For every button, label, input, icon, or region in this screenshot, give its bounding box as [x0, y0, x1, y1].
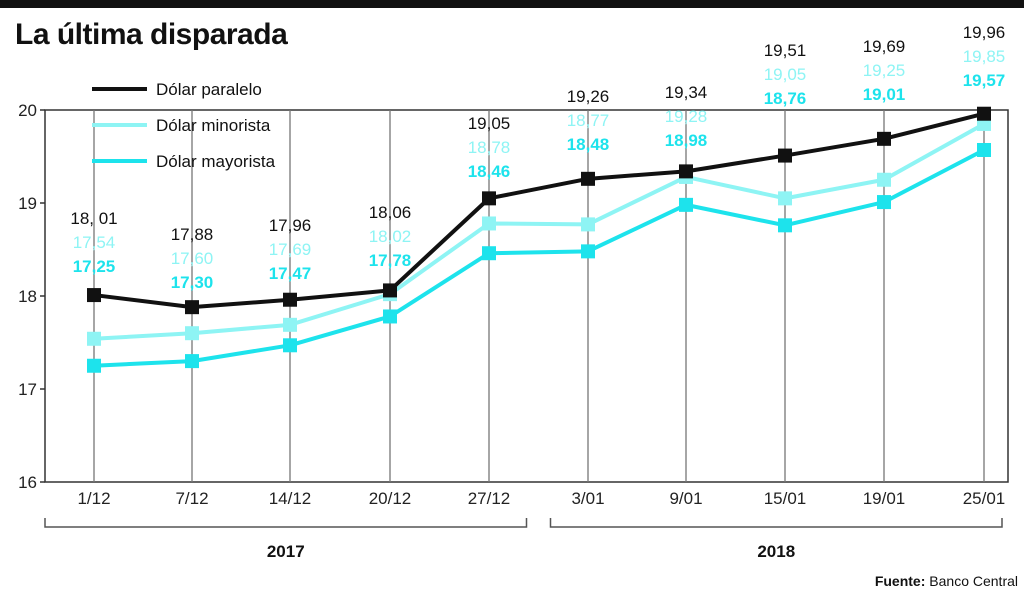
data-point-dolar-minorista: [482, 216, 496, 231]
data-point-dolar-mayorista: [679, 197, 693, 212]
data-point-dolar-minorista: [877, 172, 891, 187]
y-tick-label: 20: [18, 101, 37, 120]
y-tick-label: 17: [18, 380, 37, 399]
data-point-dolar-mayorista: [185, 354, 199, 369]
data-label-dolar-paralelo: 18,06: [369, 203, 412, 222]
data-label-dolar-mayorista: 18,98: [665, 131, 708, 150]
data-point-dolar-paralelo: [778, 148, 792, 163]
data-point-dolar-mayorista: [283, 338, 297, 353]
data-label-dolar-paralelo: 19,69: [863, 37, 906, 56]
data-point-dolar-mayorista: [482, 246, 496, 261]
x-tick-label: 7/12: [175, 489, 208, 508]
data-label-dolar-mayorista: 18,46: [468, 162, 511, 181]
data-point-dolar-mayorista: [581, 244, 595, 259]
data-label-dolar-mayorista: 17,30: [171, 273, 214, 292]
x-tick-label: 19/01: [863, 489, 906, 508]
data-label-dolar-paralelo: 19,96: [963, 23, 1006, 42]
data-point-dolar-paralelo: [581, 171, 595, 186]
data-point-dolar-paralelo: [977, 106, 991, 121]
data-label-dolar-mayorista: 18,48: [567, 135, 610, 154]
data-label-dolar-mayorista: 17,25: [73, 257, 116, 276]
series-line-dolar-mayorista: [93, 148, 985, 368]
source-text: Banco Central: [929, 573, 1018, 589]
data-label-dolar-minorista: 18,02: [369, 227, 412, 246]
x-tick-label: 25/01: [963, 489, 1006, 508]
data-point-dolar-mayorista: [877, 195, 891, 210]
year-bracket-2018: [549, 518, 1003, 528]
data-label-dolar-paralelo: 19,51: [764, 41, 807, 60]
data-label-dolar-minorista: 19,25: [863, 61, 906, 80]
x-tick-label: 27/12: [468, 489, 511, 508]
y-tick-label: 19: [18, 194, 37, 213]
top-rule: [0, 0, 1024, 8]
data-label-dolar-minorista: 17,54: [73, 233, 116, 252]
data-label-dolar-minorista: 19,05: [764, 65, 807, 84]
series-line-dolar-paralelo: [93, 111, 985, 310]
series-line-dolar-minorista: [93, 122, 985, 341]
x-tick-label: 20/12: [369, 489, 412, 508]
x-tick-label: 3/01: [571, 489, 604, 508]
chart-title: La última disparada: [15, 18, 288, 51]
x-tick-label: 1/12: [77, 489, 110, 508]
data-point-dolar-paralelo: [679, 164, 693, 179]
data-label-dolar-paralelo: 19,26: [567, 87, 610, 106]
data-label-dolar-mayorista: 17,47: [269, 264, 312, 283]
x-tick-label: 14/12: [269, 489, 312, 508]
data-point-dolar-minorista: [185, 326, 199, 341]
data-point-dolar-paralelo: [87, 288, 101, 303]
data-label-dolar-minorista: 18,77: [567, 111, 610, 130]
data-point-dolar-mayorista: [383, 309, 397, 324]
data-point-dolar-minorista: [778, 191, 792, 206]
source-note: Fuente: Banco Central: [875, 573, 1018, 589]
data-point-dolar-paralelo: [482, 191, 496, 206]
y-tick-label: 16: [18, 473, 37, 492]
source-label: Fuente:: [874, 573, 926, 589]
data-point-dolar-paralelo: [877, 131, 891, 146]
data-point-dolar-paralelo: [185, 300, 199, 315]
data-label-dolar-minorista: 17,69: [269, 240, 312, 259]
data-label-dolar-paralelo: 19,05: [468, 114, 511, 133]
data-point-dolar-mayorista: [778, 218, 792, 233]
data-label-dolar-minorista: 18,78: [468, 138, 511, 157]
data-label-dolar-paralelo: 17,96: [269, 216, 312, 235]
data-label-dolar-minorista: 19,85: [963, 47, 1006, 66]
data-label-dolar-mayorista: 18,76: [764, 89, 807, 108]
data-label-dolar-mayorista: 17,78: [369, 251, 412, 270]
data-label-dolar-minorista: 19,28: [665, 107, 708, 126]
data-point-dolar-mayorista: [977, 142, 991, 157]
data-point-dolar-paralelo: [283, 292, 297, 307]
year-label-2017: 2017: [267, 542, 305, 561]
year-bracket-2017: [44, 518, 528, 528]
data-label-dolar-paralelo: 18, 01: [70, 209, 117, 228]
legend-label-dolar-minorista: Dólar minorista: [156, 116, 271, 135]
data-point-dolar-mayorista: [87, 358, 101, 373]
data-label-dolar-mayorista: 19,01: [863, 85, 906, 104]
data-label-dolar-paralelo: 19,34: [665, 83, 708, 102]
x-tick-label: 9/01: [669, 489, 702, 508]
data-point-dolar-minorista: [283, 317, 297, 332]
data-label-dolar-mayorista: 19,57: [963, 71, 1006, 90]
data-label-dolar-minorista: 17,60: [171, 249, 214, 268]
data-label-dolar-paralelo: 17,88: [171, 225, 214, 244]
legend-label-dolar-mayorista: Dólar mayorista: [156, 152, 276, 171]
y-tick-label: 18: [18, 287, 37, 306]
data-point-dolar-paralelo: [383, 283, 397, 298]
legend-label-dolar-paralelo: Dólar paralelo: [156, 80, 262, 99]
year-label-2018: 2018: [757, 542, 795, 561]
data-point-dolar-minorista: [87, 331, 101, 346]
x-tick-label: 15/01: [764, 489, 807, 508]
data-point-dolar-minorista: [581, 217, 595, 232]
